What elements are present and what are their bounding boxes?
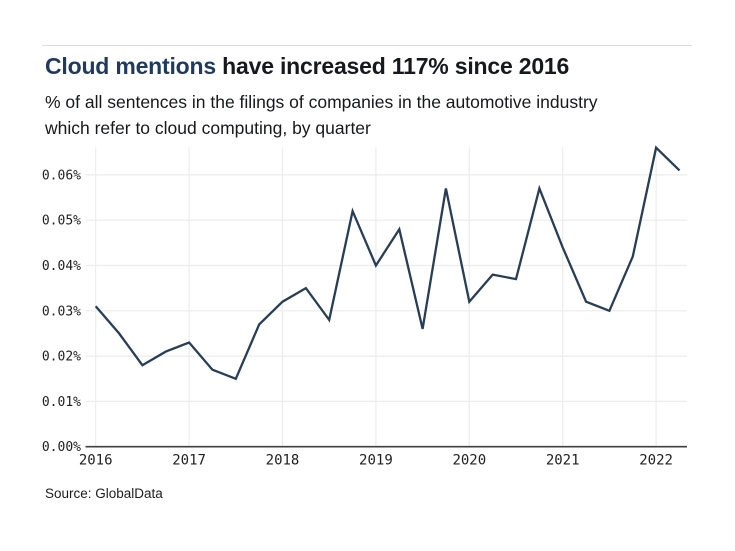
x-tick-label-2022: 2022 bbox=[639, 453, 673, 469]
y-tick-label-0.03%: 0.03% bbox=[42, 304, 81, 319]
y-axis-labels: 0.00% 0.01% 0.02% 0.03% 0.04% 0.05% 0.06% bbox=[42, 168, 81, 455]
x-tick-label-2017: 2017 bbox=[172, 453, 206, 469]
subtitle-line-2: which refer to cloud computing, by quart… bbox=[45, 118, 371, 138]
x-tick-label-2021: 2021 bbox=[546, 453, 580, 469]
x-tick-label-2019: 2019 bbox=[359, 453, 393, 469]
title-highlight: Cloud mentions bbox=[45, 53, 216, 79]
x-axis-labels: 2016 2017 2018 2019 2020 2021 2022 bbox=[79, 453, 673, 469]
title-rest: have increased 117% since 2016 bbox=[215, 53, 570, 79]
x-tick-label-2020: 2020 bbox=[452, 453, 486, 469]
y-tick-label-0.06%: 0.06% bbox=[42, 168, 81, 183]
x-tick-label-2016: 2016 bbox=[79, 453, 113, 469]
x-tick-label-2018: 2018 bbox=[266, 453, 300, 469]
y-tick-label-0.00%: 0.00% bbox=[42, 440, 81, 455]
top-separator bbox=[42, 45, 692, 46]
cloud-mentions-line bbox=[94, 145, 681, 381]
subtitle-line-1: % of all sentences in the filings of com… bbox=[45, 92, 598, 112]
y-tick-label-0.04%: 0.04% bbox=[42, 259, 81, 274]
page-title: Cloud mentions have increased 117% since… bbox=[45, 53, 705, 80]
y-tick-label-0.05%: 0.05% bbox=[42, 214, 81, 229]
y-tick-label-0.02%: 0.02% bbox=[42, 350, 81, 365]
cloud-mentions-chart: 0.00%0.01%0.02%0.03%0.04%0.05%0.06%2016 2… bbox=[42, 145, 687, 469]
page-subtitle: % of all sentences in the filings of com… bbox=[45, 89, 685, 141]
horizontal-gridlines bbox=[85, 174, 687, 402]
source-text: Source: GlobalData bbox=[45, 486, 163, 501]
y-tick-label-0.01%: 0.01% bbox=[42, 395, 81, 410]
